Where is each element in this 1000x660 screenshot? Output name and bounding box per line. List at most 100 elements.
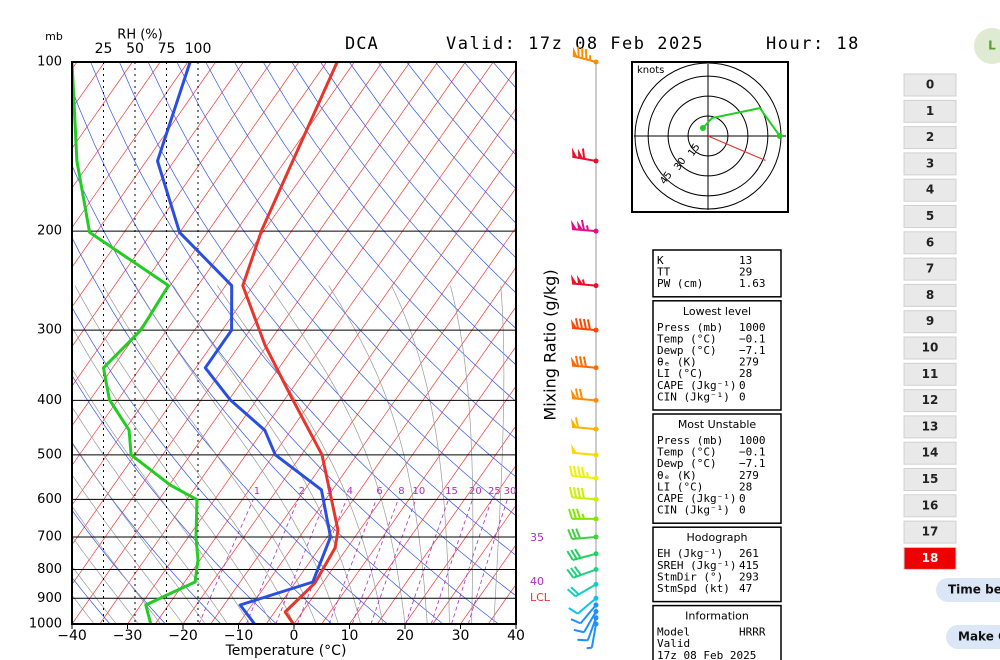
dry-adiabat [72, 164, 444, 624]
units-label: mb [45, 30, 63, 43]
isotherm [182, 147, 516, 624]
y-tick-label: 100 [37, 55, 62, 70]
hour-button-label[interactable]: 10 [922, 341, 939, 355]
hour-button[interactable] [903, 178, 957, 202]
dry-adiabat [72, 236, 388, 624]
action-button[interactable] [946, 625, 1000, 649]
index-title: Hodograph [687, 531, 748, 544]
hour-button-label[interactable]: 0 [926, 78, 934, 92]
isotherm [432, 504, 516, 624]
hour-button[interactable] [903, 152, 957, 176]
wind-barb [570, 388, 599, 403]
corner-button-label[interactable]: L [988, 39, 996, 53]
index-label: K [657, 254, 664, 267]
barb-full [578, 388, 584, 400]
hour-button[interactable] [903, 205, 957, 228]
barb-flag [570, 443, 578, 454]
hour-button[interactable] [903, 336, 957, 360]
index-value: 29 [739, 266, 752, 279]
x-tick-label: 30 [452, 628, 470, 644]
index-value: 415 [739, 559, 759, 572]
barb-dot [593, 602, 599, 608]
hour-button-label[interactable]: 2 [926, 130, 934, 144]
isotherm [265, 266, 516, 624]
barb-dot [593, 228, 599, 234]
action-button-label[interactable]: Make G [958, 630, 1000, 644]
wind-barb [570, 443, 599, 458]
action-button-label[interactable]: Time belo [948, 583, 1000, 597]
barb-dot [593, 452, 599, 458]
wind-barb [570, 219, 599, 234]
index-box [652, 413, 782, 524]
hour-button-label[interactable]: 16 [922, 498, 939, 512]
barb-staff [572, 426, 597, 431]
hour-button-label[interactable]: 11 [922, 367, 939, 381]
index-value: 13 [739, 254, 752, 267]
index-label: Temp (°C) [657, 332, 717, 345]
mixing-ratio-label: 2 [299, 486, 305, 497]
index-value: −0.1 [739, 446, 766, 459]
wind-barb [570, 274, 599, 289]
barb-full [578, 318, 584, 330]
hour-button-label[interactable]: 9 [926, 314, 934, 328]
hour-button-label[interactable]: 7 [926, 262, 934, 276]
index-value: 261 [739, 547, 759, 560]
hodo-ring [687, 115, 729, 157]
corner-button[interactable] [974, 28, 1000, 64]
barb-full [570, 567, 579, 577]
moist-adiabat [72, 536, 139, 624]
hour-button[interactable] [903, 126, 957, 150]
hour-button-label[interactable]: 12 [922, 393, 939, 407]
hour-button[interactable] [903, 415, 957, 439]
hour-button-label[interactable]: 8 [926, 288, 934, 302]
barb-full [571, 528, 578, 540]
barb-full [574, 388, 580, 399]
hour-button-label[interactable]: 3 [926, 156, 934, 170]
index-label: LI (°C) [657, 367, 703, 380]
hour-button[interactable] [903, 520, 957, 544]
wind-barb [568, 508, 599, 522]
hour-button[interactable] [903, 468, 957, 491]
hour-button[interactable] [903, 283, 957, 307]
hour-button-label[interactable]: 15 [922, 472, 939, 486]
moist-adiabat [172, 285, 361, 624]
hour-button[interactable] [903, 362, 957, 386]
barb-full [574, 548, 582, 559]
index-label: CIN (Jkg⁻¹) [657, 504, 730, 517]
hour-button[interactable] [903, 546, 957, 570]
hour-button-label[interactable]: 18 [922, 551, 939, 565]
wind-barb [566, 566, 599, 579]
hour-button[interactable] [903, 257, 957, 281]
side-label: 40 [530, 575, 544, 588]
hour-button-label[interactable]: 6 [926, 235, 934, 249]
x-tick-label: 0 [290, 628, 299, 644]
hour-button-label[interactable]: 1 [926, 104, 934, 118]
hour-button[interactable] [903, 441, 957, 465]
storm-motion [707, 135, 766, 161]
barb-half [585, 472, 590, 478]
index-value: 0 [739, 379, 746, 392]
hour-button-label[interactable]: 13 [922, 419, 939, 433]
hour-button[interactable] [903, 310, 957, 334]
hour-button[interactable] [903, 389, 957, 413]
rh-tick-label: 100 [185, 41, 212, 57]
wind-barb [570, 417, 599, 432]
index-label: Dewp (°C) [657, 457, 717, 470]
hour-button-label[interactable]: 14 [922, 446, 939, 460]
y-tick-label: 300 [37, 323, 62, 338]
hour-button-label[interactable]: 4 [926, 183, 934, 197]
barb-full [582, 356, 588, 368]
hour-button-label[interactable]: 17 [922, 525, 939, 539]
hour-button[interactable] [903, 231, 957, 255]
hour-button[interactable] [903, 494, 957, 518]
barb-dot [593, 283, 599, 289]
hour-button-label[interactable]: 5 [926, 209, 934, 223]
hour-button[interactable] [903, 99, 957, 123]
moist-adiabat [72, 441, 206, 624]
barb-dot [593, 615, 599, 621]
action-button[interactable] [936, 578, 1000, 602]
hour-button[interactable] [903, 73, 957, 97]
barb-full [574, 355, 580, 367]
wind-barb [568, 486, 599, 502]
profile-line [241, 62, 340, 624]
